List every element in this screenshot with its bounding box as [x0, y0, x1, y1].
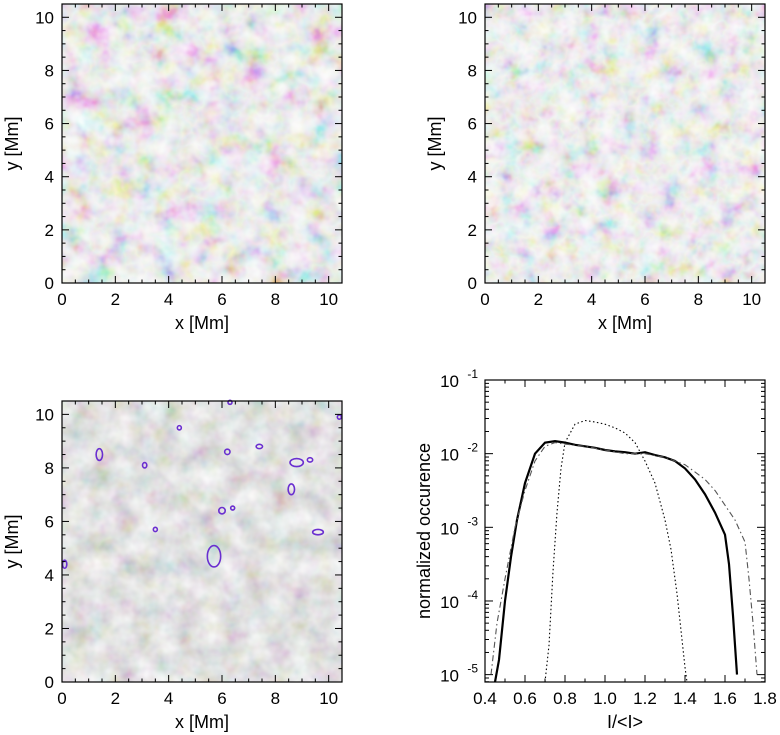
y-axis-label: y [Mm]	[2, 515, 22, 569]
x-tick-label: 4	[164, 689, 173, 708]
y-tick-label: 0	[468, 274, 477, 293]
y-tick-exponent: -1	[467, 367, 478, 381]
x-tick-label: 2	[534, 290, 543, 309]
y-tick-label: 10	[35, 8, 54, 27]
y-axis-label: y [Mm]	[2, 117, 22, 171]
y-tick-label: 10	[440, 446, 459, 465]
x-tick-label: 8	[271, 290, 280, 309]
y-tick-label: 2	[45, 221, 54, 240]
x-tick-label: 1.0	[593, 689, 617, 708]
x-tick-label: 2	[111, 689, 120, 708]
x-tick-label: 6	[640, 290, 649, 309]
granulation-image	[62, 401, 342, 682]
y-tick-label: 10	[440, 667, 459, 686]
x-tick-label: 0	[57, 290, 66, 309]
y-tick-label: 6	[468, 115, 477, 134]
y-tick-label: 2	[468, 221, 477, 240]
y-axis-label: normalized occurence	[414, 443, 434, 619]
y-tick-label: 6	[45, 512, 54, 531]
histogram-panel: 0.4 0.6 0.8 1.0 1.2 1.4 1.6 1.8 10 -1 10 -2 10 -3 10 -4…	[414, 367, 777, 732]
y-tick-label: 10	[440, 519, 459, 538]
x-axis-label: I/<I>	[607, 712, 643, 732]
x-tick-label: 10	[319, 290, 338, 309]
y-tick-label: 10	[440, 593, 459, 612]
y-tick-label: 2	[45, 619, 54, 638]
y-tick-label: 0	[45, 673, 54, 692]
x-tick-label: 8	[271, 689, 280, 708]
y-tick-label: 4	[45, 566, 54, 585]
x-tick-label: 10	[319, 689, 338, 708]
x-tick-label: 1.6	[713, 689, 737, 708]
y-tick-exponent: -4	[467, 588, 478, 602]
granulation-image	[62, 4, 342, 283]
y-tick-exponent: -3	[467, 514, 478, 528]
x-axis-label: x [Mm]	[598, 313, 652, 333]
x-axis-label: x [Mm]	[175, 313, 229, 333]
y-tick-exponent: -5	[467, 662, 478, 676]
x-tick-label: 1.8	[753, 689, 777, 708]
y-tick-label: 8	[468, 61, 477, 80]
x-tick-label: 4	[164, 290, 173, 309]
y-tick-label: 4	[468, 168, 477, 187]
x-tick-label: 0	[57, 689, 66, 708]
series-dash-dot-line	[491, 443, 757, 675]
x-tick-label: 8	[694, 290, 703, 309]
panel-granulation-contours: 0 2 4 6 8 10 0 2 4 6 8 10 x [Mm] y [Mm]	[2, 400, 342, 732]
x-tick-label: 0.8	[553, 689, 577, 708]
y-tick-exponent: -2	[467, 441, 478, 455]
x-tick-label: 4	[587, 290, 596, 309]
panel-granulation-a: 0 2 4 6 8 10 0 2 4 6 8 10 x [Mm] y [Mm]	[2, 4, 342, 333]
panel-granulation-b: 0 2 4 6 8 10 0 2 4 6 8 10 x [Mm] y [Mm]	[425, 4, 765, 333]
x-tick-label: 6	[217, 689, 226, 708]
x-tick-label: 1.4	[673, 689, 697, 708]
granulation-image	[485, 4, 765, 283]
y-tick-label: 4	[45, 168, 54, 187]
x-tick-label: 0	[480, 290, 489, 309]
x-axis-label: x [Mm]	[175, 712, 229, 732]
y-axis-label: y [Mm]	[425, 117, 445, 171]
series-solid-line	[495, 441, 737, 682]
y-tick-label: 8	[45, 459, 54, 478]
series-dotted-line	[545, 421, 687, 683]
x-tick-label: 0.4	[473, 689, 497, 708]
x-tick-label: 2	[111, 290, 120, 309]
x-tick-label: 1.2	[633, 689, 657, 708]
y-tick-label: 10	[35, 405, 54, 424]
y-tick-label: 0	[45, 274, 54, 293]
x-tick-label: 10	[742, 290, 761, 309]
y-tick-label: 6	[45, 115, 54, 134]
y-tick-label: 10	[440, 372, 459, 391]
x-tick-label: 0.6	[513, 689, 537, 708]
y-tick-label: 10	[458, 8, 477, 27]
x-tick-label: 6	[217, 290, 226, 309]
y-tick-label: 8	[45, 61, 54, 80]
